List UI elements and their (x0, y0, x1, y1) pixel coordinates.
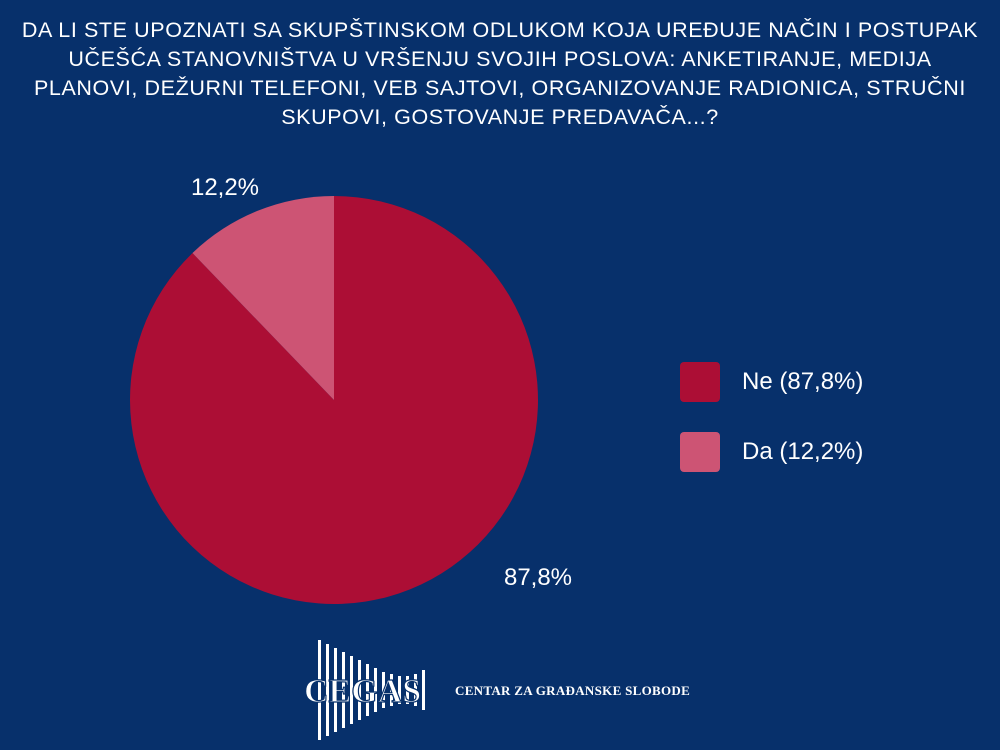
legend-label-ne: Ne (87,8%) (742, 368, 864, 395)
cegas-logo: CEGAS (303, 640, 425, 740)
legend-item-da: Da (12,2%) (680, 432, 863, 472)
pie-slice-ne (129, 196, 538, 605)
pie-chart: 87,8% 12,2% (129, 174, 572, 605)
slice-label-da: 12,2% (191, 174, 259, 201)
svg-text:CEGAS: CEGAS (304, 673, 421, 710)
legend-label-da: Da (12,2%) (742, 438, 864, 465)
legend-item-ne: Ne (87,8%) (680, 362, 863, 402)
legend-swatch-da (680, 432, 720, 472)
legend-swatch-ne (680, 362, 720, 402)
logo-caption: CENTAR ZA GRAĐANSKE SLOBODE (455, 683, 691, 698)
pie-slice-da (192, 196, 334, 400)
slice-label-ne: 87,8% (504, 564, 572, 591)
chart-title: Da li ste upoznati sa skupštinskom odluk… (21, 18, 979, 129)
